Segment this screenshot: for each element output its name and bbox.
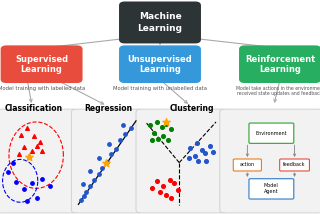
Point bbox=[97, 157, 102, 160]
Text: Model training with labelled data: Model training with labelled data bbox=[0, 86, 85, 91]
Point bbox=[169, 196, 174, 200]
Point bbox=[34, 196, 39, 200]
Point bbox=[92, 178, 97, 181]
Point bbox=[159, 126, 164, 129]
Point bbox=[100, 166, 105, 170]
Point bbox=[161, 184, 166, 188]
FancyBboxPatch shape bbox=[0, 109, 78, 213]
FancyBboxPatch shape bbox=[280, 159, 309, 171]
Point bbox=[157, 190, 163, 193]
Point bbox=[164, 193, 169, 196]
Point bbox=[199, 148, 204, 152]
Point bbox=[39, 177, 44, 180]
Point bbox=[21, 188, 27, 191]
Point bbox=[39, 149, 44, 153]
Point bbox=[194, 142, 199, 145]
Point bbox=[148, 123, 153, 127]
Point bbox=[207, 144, 212, 147]
Point bbox=[106, 143, 111, 146]
Point bbox=[169, 128, 174, 131]
Text: Supervised
Learning: Supervised Learning bbox=[15, 55, 68, 74]
Point bbox=[121, 123, 126, 127]
Point bbox=[25, 199, 30, 203]
Text: Environment: Environment bbox=[256, 131, 287, 136]
Point bbox=[164, 122, 169, 126]
FancyBboxPatch shape bbox=[1, 45, 83, 83]
Point bbox=[128, 127, 133, 130]
Point bbox=[84, 190, 89, 193]
Point bbox=[122, 132, 127, 135]
Point bbox=[34, 144, 39, 147]
Text: Reinforcement
Learning: Reinforcement Learning bbox=[245, 55, 315, 74]
Text: action: action bbox=[240, 162, 255, 168]
Point bbox=[105, 160, 110, 163]
FancyBboxPatch shape bbox=[119, 1, 201, 43]
Point bbox=[37, 141, 43, 144]
Point bbox=[109, 152, 114, 156]
Point bbox=[113, 147, 118, 150]
Point bbox=[10, 161, 15, 164]
Point bbox=[154, 179, 159, 183]
Text: Unsupervised
Learning: Unsupervised Learning bbox=[128, 55, 192, 74]
FancyBboxPatch shape bbox=[136, 109, 227, 213]
Point bbox=[5, 171, 11, 174]
Point bbox=[161, 134, 166, 138]
Point bbox=[210, 150, 215, 154]
FancyBboxPatch shape bbox=[249, 179, 294, 199]
Point bbox=[25, 127, 30, 130]
Text: Machine
Learning: Machine Learning bbox=[138, 12, 182, 33]
FancyBboxPatch shape bbox=[220, 109, 320, 213]
Text: Classification: Classification bbox=[4, 104, 63, 113]
Point bbox=[188, 146, 193, 149]
Text: Model training with unlabelled data: Model training with unlabelled data bbox=[113, 86, 207, 91]
Point bbox=[103, 161, 108, 164]
Point bbox=[196, 159, 201, 162]
Point bbox=[193, 155, 198, 158]
Point bbox=[167, 178, 172, 181]
Point bbox=[154, 120, 159, 124]
Text: Clustering: Clustering bbox=[170, 104, 214, 113]
Text: Model
Agent: Model Agent bbox=[264, 183, 279, 194]
Point bbox=[31, 134, 36, 138]
Point bbox=[21, 145, 27, 148]
FancyBboxPatch shape bbox=[233, 159, 261, 171]
Point bbox=[80, 182, 85, 186]
Point bbox=[88, 184, 93, 188]
Point bbox=[204, 159, 209, 162]
Point bbox=[87, 169, 92, 173]
Text: feedback: feedback bbox=[283, 162, 306, 168]
Point bbox=[202, 151, 207, 155]
Point bbox=[26, 155, 31, 158]
FancyBboxPatch shape bbox=[239, 45, 320, 83]
Point bbox=[29, 181, 35, 185]
Point bbox=[96, 173, 101, 176]
Point bbox=[13, 180, 19, 184]
Point bbox=[172, 181, 177, 185]
Point bbox=[175, 189, 180, 192]
Point bbox=[165, 138, 171, 142]
FancyBboxPatch shape bbox=[249, 123, 294, 143]
Text: Regression: Regression bbox=[85, 104, 133, 113]
Point bbox=[164, 120, 169, 123]
Point bbox=[156, 137, 161, 141]
Point bbox=[149, 138, 155, 142]
Point bbox=[17, 152, 22, 156]
Text: Model take actions in the environment
received state updates and feedback: Model take actions in the environment re… bbox=[236, 86, 320, 96]
Point bbox=[117, 138, 123, 142]
FancyBboxPatch shape bbox=[71, 109, 143, 213]
Point bbox=[81, 194, 86, 198]
Point bbox=[29, 149, 35, 153]
Point bbox=[151, 131, 156, 134]
Point bbox=[18, 133, 23, 137]
Point bbox=[78, 198, 83, 202]
Point bbox=[26, 156, 31, 159]
Point bbox=[47, 184, 52, 188]
FancyBboxPatch shape bbox=[119, 45, 201, 83]
Point bbox=[186, 157, 191, 160]
Point bbox=[149, 187, 155, 190]
